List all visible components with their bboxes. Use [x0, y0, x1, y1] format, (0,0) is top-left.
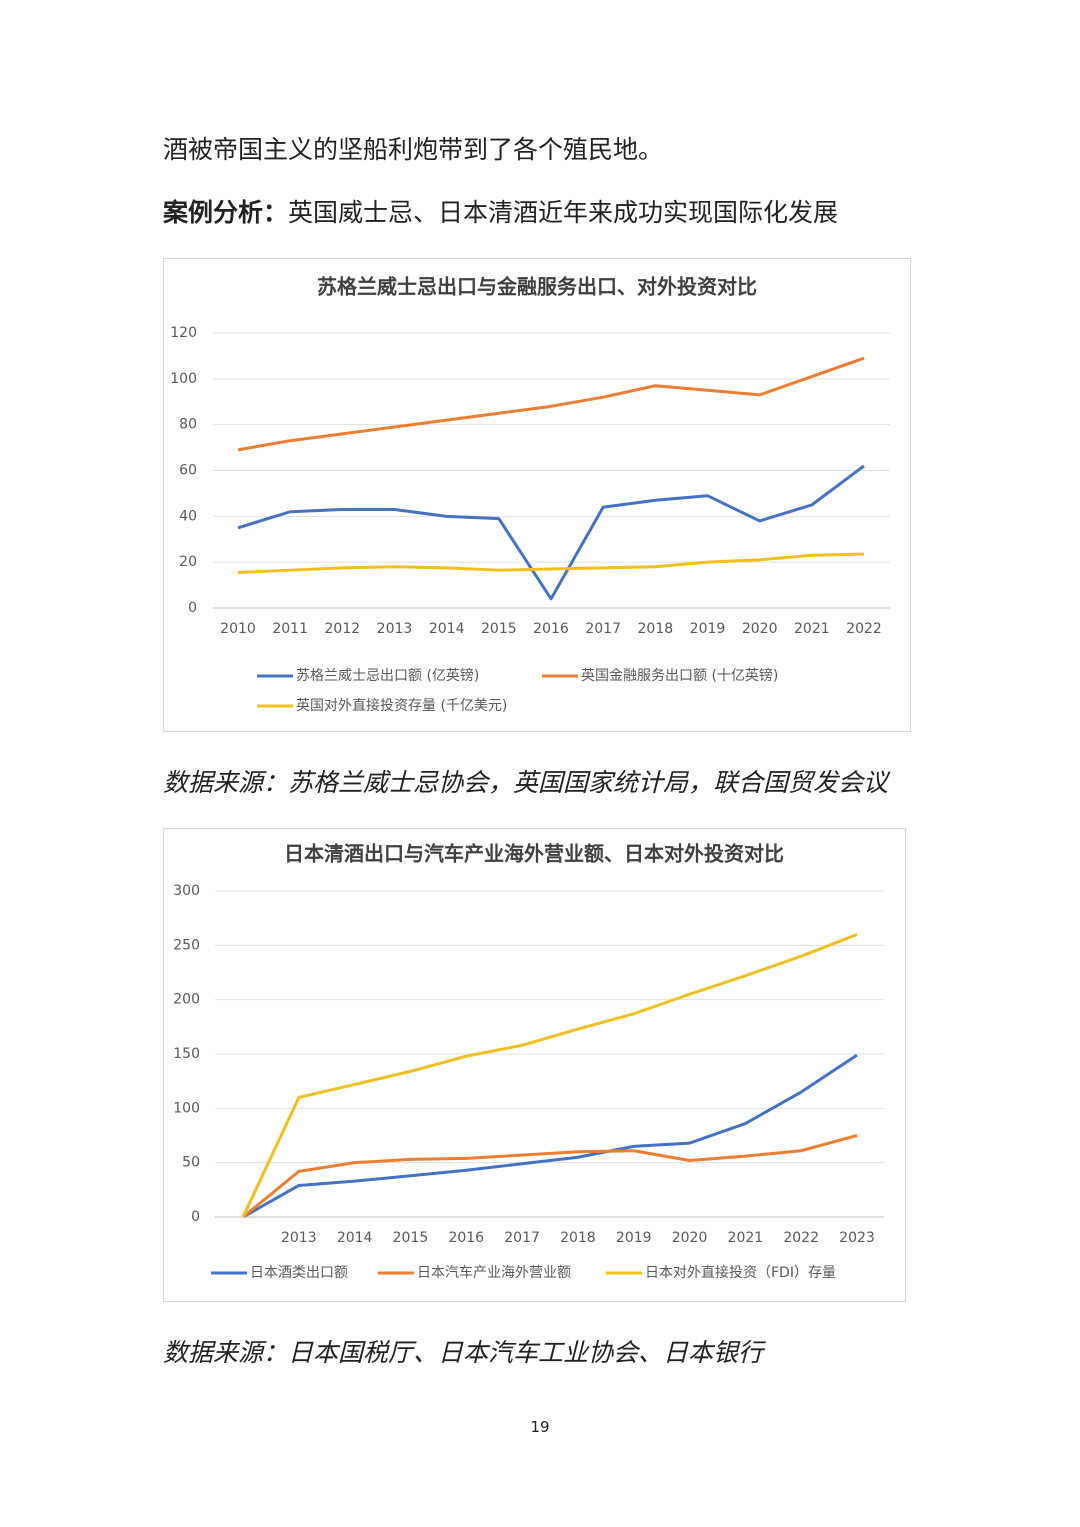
x-tick-label: 2012 [325, 621, 361, 637]
y-tick-label: 300 [173, 883, 200, 899]
x-tick-label: 2017 [585, 621, 621, 637]
heading: 案例分析：英国威士忌、日本清酒近年来成功实现国际化发展 [163, 193, 838, 229]
y-tick-label: 50 [182, 1155, 200, 1171]
x-tick-label: 2018 [560, 1230, 596, 1246]
y-tick-label: 100 [173, 1100, 200, 1116]
y-tick-label: 200 [173, 992, 200, 1008]
x-tick-label: 2013 [377, 621, 413, 637]
y-tick-label: 20 [179, 554, 197, 570]
chart-title: 日本清酒出口与汽车产业海外营业额、日本对外投资对比 [284, 842, 784, 866]
legend-label: 日本对外直接投资（FDI）存量 [645, 1264, 836, 1281]
x-tick-label: 2015 [481, 621, 517, 637]
x-tick-label: 2022 [783, 1230, 819, 1246]
y-tick-label: 40 [179, 508, 197, 524]
x-tick-label: 2017 [504, 1230, 540, 1246]
x-tick-label: 2023 [839, 1230, 875, 1246]
chart-frame [163, 828, 906, 1302]
heading-text: 英国威士忌、日本清酒近年来成功实现国际化发展 [288, 198, 839, 227]
chart-title: 苏格兰威士忌出口与金融服务出口、对外投资对比 [317, 275, 757, 299]
x-tick-label: 2014 [337, 1230, 373, 1246]
legend-label: 英国金融服务出口额 (十亿英镑) [581, 667, 778, 684]
legend-label: 日本酒类出口额 [250, 1265, 348, 1281]
legend-label: 英国对外直接投资存量 (千亿美元) [296, 697, 507, 714]
series-line [241, 933, 858, 1218]
y-tick-label: 100 [170, 371, 197, 387]
x-tick-label: 2018 [638, 621, 674, 637]
x-tick-label: 2014 [429, 621, 465, 637]
legend-label: 苏格兰威士忌出口额 (亿英镑) [296, 667, 479, 684]
series-line [237, 552, 865, 574]
y-tick-label: 120 [170, 325, 197, 341]
x-tick-label: 2015 [393, 1230, 429, 1246]
y-tick-label: 80 [179, 417, 197, 433]
x-tick-label: 2010 [220, 621, 256, 637]
legend-label: 日本汽车产业海外营业额 [417, 1264, 571, 1281]
caption: 数据来源：日本国税厅、日本汽车工业协会、日本银行 [163, 1338, 764, 1367]
x-tick-label: 2020 [742, 621, 778, 637]
series-line [237, 464, 865, 601]
x-tick-label: 2019 [616, 1230, 652, 1246]
x-tick-label: 2021 [728, 1230, 764, 1246]
series-line [242, 1053, 858, 1219]
x-tick-label: 2021 [794, 621, 830, 637]
x-tick-label: 2022 [846, 621, 882, 637]
paragraph: 酒被帝国主义的坚船利炮带到了各个殖民地。 [163, 135, 664, 164]
x-tick-label: 2016 [448, 1230, 484, 1246]
y-tick-label: 60 [179, 463, 197, 479]
y-tick-label: 250 [173, 937, 200, 953]
chart-frame [163, 258, 911, 732]
caption: 数据来源：苏格兰威士忌协会，英国国家统计局，联合国贸发会议 [163, 768, 889, 797]
series-line [237, 356, 865, 452]
y-tick-label: 150 [173, 1046, 200, 1062]
x-tick-label: 2019 [690, 621, 726, 637]
x-tick-label: 2011 [272, 621, 308, 637]
x-tick-label: 2020 [672, 1230, 708, 1246]
y-tick-label: 0 [188, 600, 197, 616]
y-tick-label: 0 [191, 1209, 200, 1225]
heading-label: 案例分析： [163, 198, 289, 227]
x-tick-label: 2013 [281, 1230, 317, 1246]
page-number: 19 [530, 1418, 550, 1436]
series-line [242, 1134, 858, 1219]
x-tick-label: 2016 [533, 621, 569, 637]
